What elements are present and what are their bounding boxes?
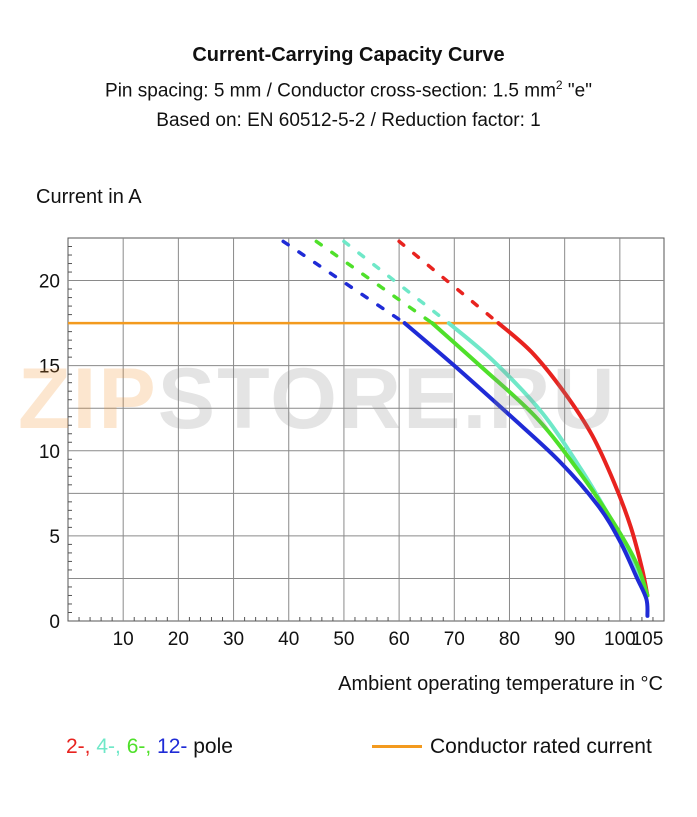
x-tick-label: 40 xyxy=(278,629,299,650)
legend-pole-2: 2-, xyxy=(66,735,91,758)
legend-rated-current: Conductor rated current xyxy=(372,735,652,759)
y-tick-label: 5 xyxy=(49,527,60,548)
x-tick-label: 60 xyxy=(389,629,410,650)
legend-pole-4: 4-, xyxy=(90,735,121,758)
y-tick-label: 15 xyxy=(39,357,60,378)
x-tick-label: 50 xyxy=(333,629,354,650)
chart-title: Current-Carrying Capacity Curve xyxy=(192,44,505,66)
series-2--solid-line xyxy=(496,321,650,598)
x-tick-label: 90 xyxy=(554,629,575,650)
y-axis-label: Current in A xyxy=(36,186,142,208)
series-12--pole xyxy=(281,239,650,618)
legend-pole-suffix: pole xyxy=(187,735,233,758)
subtitle-main: Pin spacing: 5 mm / Conductor cross-sect… xyxy=(105,80,556,102)
series-6--solid-line xyxy=(430,321,650,598)
series-2--pole xyxy=(397,239,650,598)
x-axis-label: Ambient operating temperature in °C xyxy=(338,673,663,695)
x-tick-label: 80 xyxy=(499,629,520,650)
x-tick-label: 100 xyxy=(604,629,636,650)
chart-subtitle: Pin spacing: 5 mm / Conductor cross-sect… xyxy=(0,78,697,102)
y-tick-label: 0 xyxy=(49,612,60,633)
y-tick-label: 10 xyxy=(39,442,60,463)
series-6--pole xyxy=(314,239,650,598)
legend-poles: 2-, 4-, 6-, 12- pole xyxy=(66,735,233,759)
watermark: ZIPSTORE.RU xyxy=(18,350,617,449)
chart-subtitle-2: Based on: EN 60512-5-2 / Reduction facto… xyxy=(156,110,541,131)
subtitle-tail: "e" xyxy=(562,80,592,102)
minor-ticks xyxy=(68,246,654,621)
series-4--dashed-line xyxy=(342,239,451,325)
x-tick-label: 20 xyxy=(168,629,189,650)
watermark-part1: ZIP xyxy=(18,351,158,447)
y-tick-label: 20 xyxy=(39,272,60,293)
curves-group xyxy=(281,239,650,618)
series-12--solid-line xyxy=(402,321,650,618)
series-12--dashed-line xyxy=(281,239,407,325)
series-2--dashed-line xyxy=(397,239,501,325)
x-tick-label: 10 xyxy=(113,629,134,650)
x-tick-label: 70 xyxy=(444,629,465,650)
legend-pole-12: 12- xyxy=(151,735,188,758)
rated-current-swatch xyxy=(372,744,422,748)
subtitle-superscript: 2 xyxy=(555,78,563,92)
watermark-part2: STORE.RU xyxy=(157,351,617,447)
x-tick-label: 30 xyxy=(223,629,244,650)
legend-rated-label: Conductor rated current xyxy=(430,735,652,758)
legend-pole-6: 6-, xyxy=(120,735,152,758)
x-tick-label: 105 xyxy=(632,629,664,650)
